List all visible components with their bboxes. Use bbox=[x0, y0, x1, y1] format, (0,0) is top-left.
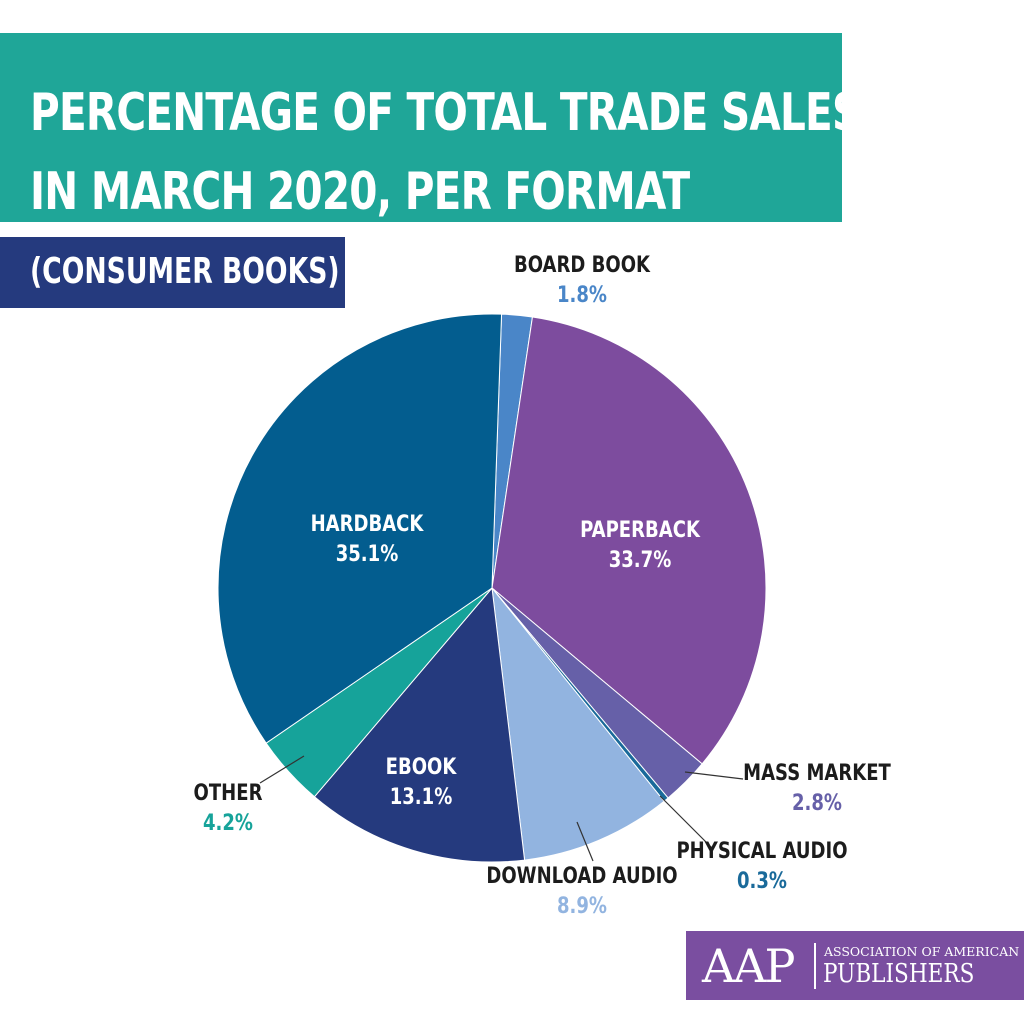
slice-label-physical-audio: PHYSICAL AUDIO bbox=[676, 837, 847, 863]
slice-label-other: OTHER bbox=[194, 779, 263, 805]
aap-logo: AAP ASSOCIATION OF AMERICAN PUBLISHERS bbox=[686, 931, 1024, 1000]
title-band: PERCENTAGE OF TOTAL TRADE SALES IN MARCH… bbox=[0, 33, 861, 222]
pie-slice-paperback bbox=[491, 316, 767, 765]
logo-line-2: PUBLISHERS bbox=[823, 959, 975, 989]
pie-slice-hardback bbox=[217, 313, 503, 744]
slice-label-ebook: EBOOK bbox=[386, 753, 458, 779]
chart-title-line-2: IN MARCH 2020, PER FORMAT bbox=[30, 162, 690, 222]
slice-value-other: 4.2% bbox=[203, 809, 253, 835]
chart-title-line-1: PERCENTAGE OF TOTAL TRADE SALES bbox=[30, 83, 861, 143]
pie-slice-ebook bbox=[313, 586, 526, 863]
slice-value-board-book: 1.8% bbox=[557, 281, 607, 307]
slice-value-ebook: 13.1% bbox=[390, 783, 453, 809]
leader-line-mass-market bbox=[684, 771, 744, 780]
logo-divider bbox=[814, 943, 816, 989]
chart-subtitle: (CONSUMER BOOKS) bbox=[30, 251, 340, 292]
slice-value-paperback: 33.7% bbox=[609, 546, 672, 572]
leader-line-other bbox=[259, 755, 305, 784]
slice-label-paperback: PAPERBACK bbox=[580, 516, 701, 542]
logo-line-1: ASSOCIATION OF AMERICAN bbox=[824, 944, 1020, 959]
slice-value-mass-market: 2.8% bbox=[792, 789, 842, 815]
subtitle-band: (CONSUMER BOOKS) bbox=[0, 237, 345, 308]
pie-slice-download-audio bbox=[491, 586, 665, 861]
slice-label-mass-market: MASS MARKET bbox=[743, 759, 891, 785]
slice-value-hardback: 35.1% bbox=[336, 540, 399, 566]
slice-value-download-audio: 8.9% bbox=[557, 892, 607, 918]
leader-line-physical-audio bbox=[659, 795, 713, 849]
slice-label-board-book: BOARD BOOK bbox=[514, 251, 651, 277]
slice-label-hardback: HARDBACK bbox=[311, 510, 425, 536]
leader-line-download-audio bbox=[576, 821, 594, 862]
slice-value-physical-audio: 0.3% bbox=[737, 867, 787, 893]
slice-label-download-audio: DOWNLOAD AUDIO bbox=[486, 862, 677, 888]
logo-mark: AAP bbox=[702, 939, 795, 993]
